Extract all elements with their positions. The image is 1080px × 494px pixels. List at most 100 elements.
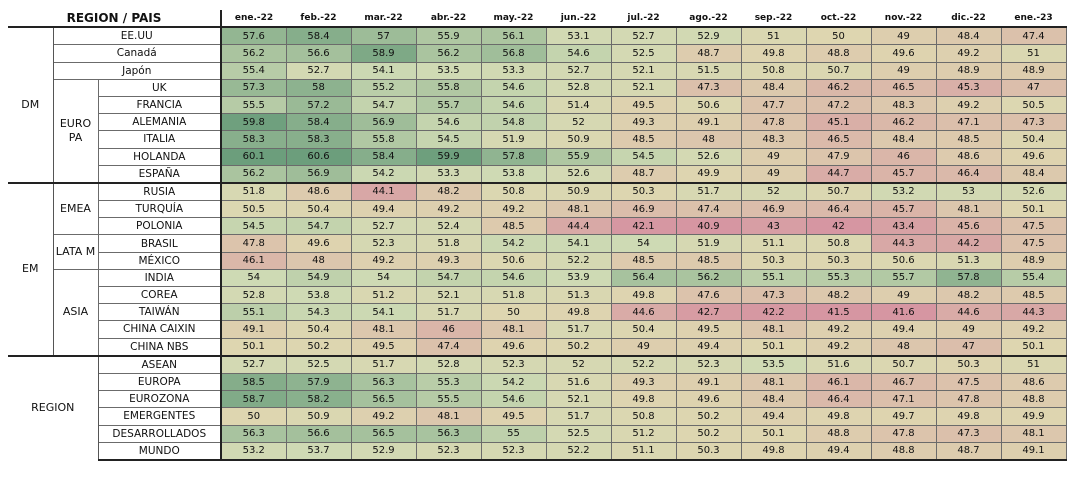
pmi-value-cell: 49.6 [1000, 147, 1067, 166]
table-row: MÉXICO 46.1 48 49.2 49.3 50.6 52.2 48.5 48.5 50.3… [8, 251, 1067, 270]
pmi-value-cell: 48.1 [480, 320, 547, 339]
region-pais-header: REGION / PAIS [8, 10, 222, 29]
pmi-value-cell: 55.9 [415, 26, 482, 46]
pmi-value-cell: 44.4 [545, 217, 612, 236]
pmi-value-cell: 58.3 [220, 130, 287, 149]
pmi-value-cell: 50.3 [805, 251, 872, 270]
pmi-value-cell: 52.5 [545, 424, 612, 443]
pmi-value-cell: 42.7 [675, 303, 742, 322]
pmi-value-cell: 41.5 [805, 303, 872, 322]
group-em: EM [8, 181, 54, 356]
pmi-value-cell: 52.7 [220, 354, 287, 374]
row-label: UK [97, 78, 222, 97]
pmi-value-cell: 52.5 [610, 44, 677, 63]
pmi-value-cell: 46.4 [805, 200, 872, 219]
pmi-value-cell: 48.9 [935, 61, 1002, 80]
pmi-value-cell: 44.7 [805, 164, 872, 184]
pmi-value-cell: 48.1 [740, 320, 807, 339]
pmi-value-cell: 51.3 [935, 251, 1002, 270]
pmi-value-cell: 53.1 [545, 26, 612, 46]
pmi-value-cell: 49.4 [740, 407, 807, 426]
pmi-value-cell: 49.5 [675, 320, 742, 339]
row-label: MÉXICO [97, 251, 222, 270]
pmi-value-cell: 49.2 [805, 320, 872, 339]
pmi-value-cell: 50.5 [1000, 95, 1067, 115]
pmi-value-cell: 53.3 [480, 61, 547, 80]
pmi-value-cell: 58.9 [350, 44, 417, 63]
pmi-value-cell: 49.3 [610, 372, 677, 392]
pmi-value-cell: 48.3 [740, 130, 807, 149]
row-label: Japón [52, 61, 222, 80]
pmi-value-cell: 49.6 [870, 44, 937, 63]
pmi-value-cell: 52.8 [415, 354, 482, 374]
pmi-value-cell: 50.6 [480, 251, 547, 270]
pmi-value-cell: 51 [1000, 44, 1067, 63]
pmi-value-cell: 56.2 [220, 164, 287, 184]
pmi-value-cell: 59.8 [220, 113, 287, 132]
pmi-value-cell: 51.7 [545, 320, 612, 339]
pmi-value-cell: 52.7 [545, 61, 612, 80]
pmi-value-cell: 47.6 [675, 285, 742, 305]
pmi-value-cell: 57.9 [285, 372, 352, 392]
pmi-value-cell: 46.2 [805, 78, 872, 97]
pmi-value-cell: 54.5 [610, 147, 677, 166]
pmi-value-cell: 47 [935, 337, 1002, 357]
pmi-value-cell: 54.6 [480, 95, 547, 115]
table-row: ITALIA 58.3 58.3 55.8 54.5 51.9 50.9 48.5 48 48.3… [8, 130, 1067, 149]
table-row: TURQUÍA 50.5 50.4 49.4 49.2 49.2 48.1 46.9 47.4 4… [8, 200, 1067, 219]
pmi-value-cell: 56.6 [285, 44, 352, 63]
pmi-value-cell: 43.4 [870, 217, 937, 236]
pmi-value-cell: 47.3 [740, 285, 807, 305]
pmi-value-cell: 49.2 [935, 44, 1002, 63]
pmi-value-cell: 54 [220, 268, 287, 288]
row-label: EUROZONA [97, 390, 222, 409]
group-dm: DM [8, 27, 54, 183]
pmi-value-cell: 48.5 [935, 130, 1002, 149]
pmi-value-cell: 49 [740, 147, 807, 166]
pmi-value-cell: 48 [675, 130, 742, 149]
pmi-value-cell: 49.2 [415, 200, 482, 219]
pmi-value-cell: 52.5 [285, 354, 352, 374]
pmi-value-cell: 48.8 [805, 424, 872, 443]
pmi-value-cell: 49.6 [480, 337, 547, 357]
pmi-value-cell: 52.2 [545, 441, 612, 461]
pmi-value-cell: 51.3 [545, 285, 612, 305]
table-row: EUROPA 58.5 57.9 56.3 55.3 54.2 51.6 49.3 49.1 48… [8, 372, 1067, 392]
pmi-value-cell: 55.1 [220, 303, 287, 322]
pmi-value-cell: 47.5 [935, 372, 1002, 392]
pmi-value-cell: 45.7 [870, 164, 937, 184]
pmi-value-cell: 48.5 [480, 217, 547, 236]
pmi-value-cell: 57.2 [285, 95, 352, 115]
pmi-value-cell: 51.6 [805, 354, 872, 374]
pmi-value-cell: 44.2 [935, 234, 1002, 253]
table-row: HOLANDA 60.1 60.6 58.4 59.9 57.8 55.9 54.5 52.6 4… [8, 147, 1067, 166]
month-header: dic.-22 [936, 10, 1001, 29]
pmi-value-cell: 49.8 [740, 441, 807, 461]
pmi-value-cell: 48.4 [740, 78, 807, 97]
pmi-value-cell: 49.1 [675, 113, 742, 132]
pmi-value-cell: 55 [480, 424, 547, 443]
pmi-value-cell: 47.2 [805, 95, 872, 115]
pmi-value-cell: 49.4 [805, 441, 872, 461]
pmi-value-cell: 48.4 [935, 26, 1002, 46]
table-row: LATA M BRASIL 47.8 49.6 52.3 51.8 54.2 54.1 54 51… [8, 234, 1067, 270]
pmi-value-cell: 51.7 [350, 354, 417, 374]
pmi-value-cell: 49 [740, 164, 807, 184]
pmi-value-cell: 54.6 [415, 113, 482, 132]
pmi-value-cell: 45.1 [805, 113, 872, 132]
pmi-value-cell: 49.3 [415, 251, 482, 270]
pmi-value-cell: 52.2 [545, 251, 612, 270]
pmi-value-cell: 48.8 [1000, 390, 1067, 409]
pmi-value-cell: 51.1 [740, 234, 807, 253]
pmi-value-cell: 47.4 [1000, 26, 1067, 46]
pmi-value-cell: 50.1 [220, 337, 287, 357]
pmi-value-cell: 50.4 [285, 200, 352, 219]
pmi-value-cell: 54.9 [285, 268, 352, 288]
group-latam: LATA M [53, 234, 99, 270]
pmi-value-cell: 58.4 [285, 113, 352, 132]
group-europa: EURO PA [53, 78, 99, 184]
pmi-value-cell: 48.1 [415, 407, 482, 426]
pmi-value-cell: 50.1 [1000, 337, 1067, 357]
pmi-value-cell: 52.3 [350, 234, 417, 253]
row-label: POLONIA [97, 217, 222, 236]
